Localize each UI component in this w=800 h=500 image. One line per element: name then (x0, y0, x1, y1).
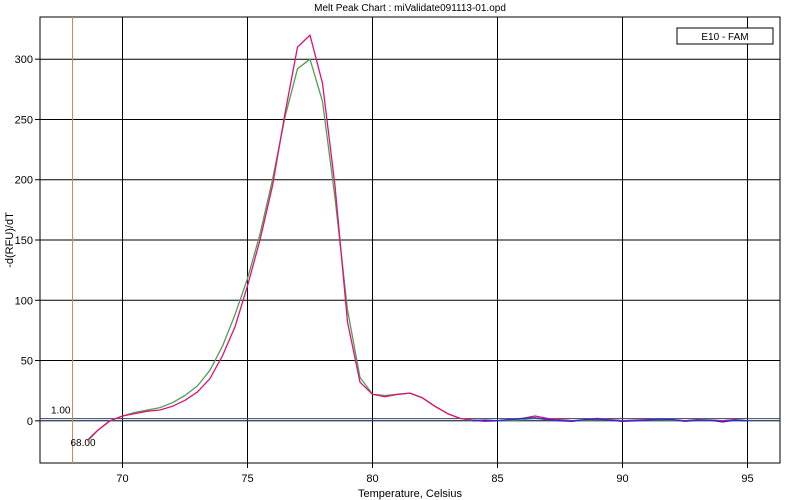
legend-box (676, 27, 774, 45)
x-tick-label: 90 (616, 473, 628, 485)
x-axis-ticks: 70 75 80 85 90 95 (116, 463, 754, 485)
legend-entry: E10 - FAM (701, 32, 748, 43)
y-tick-label: 150 (15, 235, 33, 247)
y-axis-ticks: 0 50 100 150 200 250 300 (15, 54, 40, 428)
begin-temperature-label: 68.00 (71, 438, 96, 449)
y-tick-label: 250 (15, 114, 33, 126)
legend: E10 - FAM (676, 27, 774, 45)
y-axis-label: -d(RFU)/dT (4, 212, 16, 268)
y-tick-label: 300 (15, 54, 33, 66)
y-tick-label: 50 (21, 356, 33, 368)
y-tick-label: 200 (15, 175, 33, 187)
threshold-label: 1.00 (51, 406, 71, 417)
series-line-3 (472, 417, 748, 423)
y-tick-label: 0 (27, 416, 33, 428)
x-tick-label: 85 (491, 473, 503, 485)
chart-title: Melt Peak Chart : miValidate091113-01.op… (314, 3, 506, 14)
plot-area: 70 75 80 85 90 95 0 50 100 150 200 250 300 1.00 68.0… (15, 16, 781, 485)
y-tick-label: 100 (15, 295, 33, 307)
x-tick-label: 70 (116, 473, 128, 485)
x-tick-label: 75 (241, 473, 253, 485)
x-tick-label: 95 (741, 473, 753, 485)
x-axis-label: Temperature, Celsius (358, 488, 462, 500)
x-tick-label: 80 (366, 473, 378, 485)
series-lines (87, 34, 748, 442)
